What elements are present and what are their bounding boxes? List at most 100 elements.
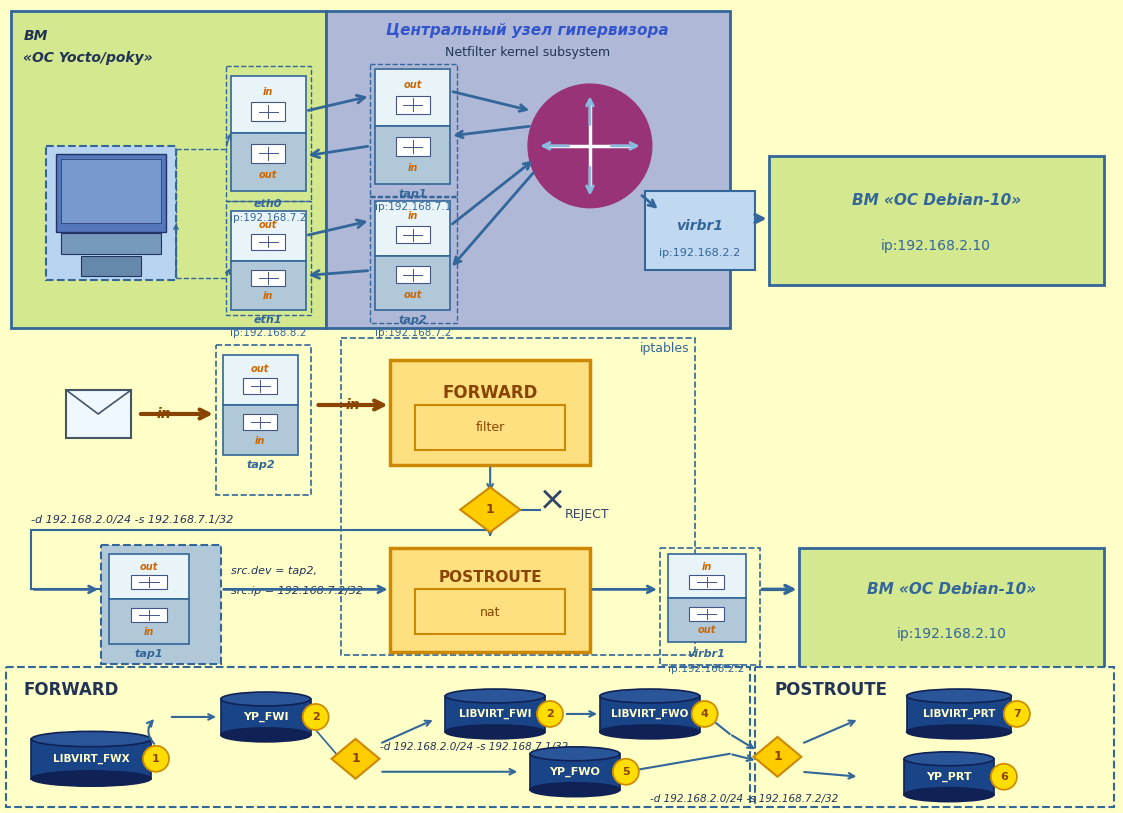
Text: 1: 1 xyxy=(152,754,159,763)
Text: ВМ «ОС Debian-10»: ВМ «ОС Debian-10» xyxy=(867,582,1037,597)
Ellipse shape xyxy=(221,692,311,706)
Text: tap1: tap1 xyxy=(399,189,427,198)
Circle shape xyxy=(302,704,329,730)
Circle shape xyxy=(143,746,168,772)
Bar xyxy=(396,95,430,114)
Bar xyxy=(252,270,285,286)
Text: iptables: iptables xyxy=(640,342,690,355)
Ellipse shape xyxy=(31,732,150,746)
Bar xyxy=(755,667,1114,806)
Bar xyxy=(252,233,285,250)
Text: ВМ «ОС Debian-10»: ВМ «ОС Debian-10» xyxy=(851,193,1021,208)
Text: ip:192.168.7.2: ip:192.168.7.2 xyxy=(230,213,307,223)
Bar xyxy=(231,260,305,311)
Bar xyxy=(216,346,311,494)
Text: 6: 6 xyxy=(999,772,1007,782)
Bar xyxy=(231,211,305,260)
Text: -d 192.168.2.0/24 -s 192.168.7.1/32: -d 192.168.2.0/24 -s 192.168.7.1/32 xyxy=(31,515,234,524)
Text: -d 192.168.2.0/24 -s 192.168.7.2/32: -d 192.168.2.0/24 -s 192.168.7.2/32 xyxy=(650,793,838,804)
Text: virbr1: virbr1 xyxy=(676,219,723,233)
Bar xyxy=(231,76,305,133)
Text: POSTROUTE: POSTROUTE xyxy=(438,570,542,585)
Text: YP_FWI: YP_FWI xyxy=(243,712,289,722)
Text: 1: 1 xyxy=(351,752,359,765)
Bar xyxy=(600,696,700,732)
Bar xyxy=(326,11,730,328)
Bar xyxy=(375,201,450,255)
Text: ip:192.168.2.10: ip:192.168.2.10 xyxy=(882,238,992,253)
Bar xyxy=(66,390,131,438)
Bar xyxy=(252,102,285,121)
Text: FORWARD: FORWARD xyxy=(442,384,538,402)
Bar xyxy=(62,159,161,224)
Bar xyxy=(226,66,311,201)
Ellipse shape xyxy=(906,689,1012,703)
Bar xyxy=(62,233,161,254)
Text: Netfilter kernel subsystem: Netfilter kernel subsystem xyxy=(445,46,610,59)
Bar xyxy=(31,739,150,779)
Text: ip:192.168.7.1: ip:192.168.7.1 xyxy=(375,202,451,211)
Text: LIBVIRT_FWO: LIBVIRT_FWO xyxy=(611,709,688,719)
Text: src.dev = tap2,: src.dev = tap2, xyxy=(231,567,317,576)
Text: ip:192.168.2.10: ip:192.168.2.10 xyxy=(897,627,1007,641)
Text: src.ip = 192.168.7.2/32: src.ip = 192.168.7.2/32 xyxy=(231,586,363,597)
Text: eth1: eth1 xyxy=(254,315,283,325)
Ellipse shape xyxy=(906,725,1012,739)
Bar xyxy=(109,554,189,599)
Bar xyxy=(231,133,305,191)
Circle shape xyxy=(613,759,639,785)
Ellipse shape xyxy=(446,689,545,703)
Text: Центральный узел гипервизора: Центральный узел гипервизора xyxy=(386,24,668,38)
Bar xyxy=(375,69,450,127)
Bar xyxy=(109,599,189,644)
Ellipse shape xyxy=(31,771,150,786)
Ellipse shape xyxy=(904,752,994,766)
Text: in: in xyxy=(263,87,273,98)
Polygon shape xyxy=(754,737,802,776)
Bar xyxy=(659,547,759,665)
Bar xyxy=(7,667,749,806)
Bar xyxy=(668,598,746,642)
Text: eth0: eth0 xyxy=(254,198,283,209)
Bar xyxy=(645,191,755,271)
Text: FORWARD: FORWARD xyxy=(24,681,119,699)
Polygon shape xyxy=(331,739,380,779)
Text: ip:192.168.8.2: ip:192.168.8.2 xyxy=(230,328,307,338)
Bar xyxy=(396,226,430,243)
Text: tap2: tap2 xyxy=(246,460,275,470)
Text: ВМ: ВМ xyxy=(24,29,47,43)
Bar xyxy=(244,378,277,394)
Text: out: out xyxy=(252,364,270,374)
Text: in: in xyxy=(144,627,154,637)
Text: YP_FWO: YP_FWO xyxy=(549,767,601,777)
Text: out: out xyxy=(403,290,422,300)
Text: out: out xyxy=(259,170,277,180)
Bar xyxy=(46,146,176,280)
Bar xyxy=(446,696,545,732)
Text: filter: filter xyxy=(475,421,505,434)
Bar xyxy=(222,405,298,454)
Bar xyxy=(252,145,285,163)
Polygon shape xyxy=(460,487,520,532)
Text: ip:192.168.2.2: ip:192.168.2.2 xyxy=(668,664,745,674)
Bar xyxy=(56,154,166,232)
Text: LIBVIRT_PRT: LIBVIRT_PRT xyxy=(923,709,995,719)
Bar xyxy=(416,405,565,450)
Text: 1: 1 xyxy=(486,503,494,516)
Text: in: in xyxy=(255,436,265,446)
Bar xyxy=(221,699,311,735)
Circle shape xyxy=(692,701,718,727)
Bar xyxy=(769,156,1104,285)
Text: out: out xyxy=(259,220,277,229)
Ellipse shape xyxy=(904,788,994,802)
Text: POSTROUTE: POSTROUTE xyxy=(775,681,887,699)
Bar xyxy=(244,415,277,430)
Bar xyxy=(131,575,167,589)
Bar xyxy=(81,256,141,276)
Ellipse shape xyxy=(600,725,700,739)
Text: -d 192.168.2.0/24 -s 192.168.7.1/32: -d 192.168.2.0/24 -s 192.168.7.1/32 xyxy=(381,741,568,752)
Bar xyxy=(101,545,221,664)
Bar xyxy=(131,608,167,622)
Text: 4: 4 xyxy=(701,709,709,719)
Bar xyxy=(375,255,450,311)
